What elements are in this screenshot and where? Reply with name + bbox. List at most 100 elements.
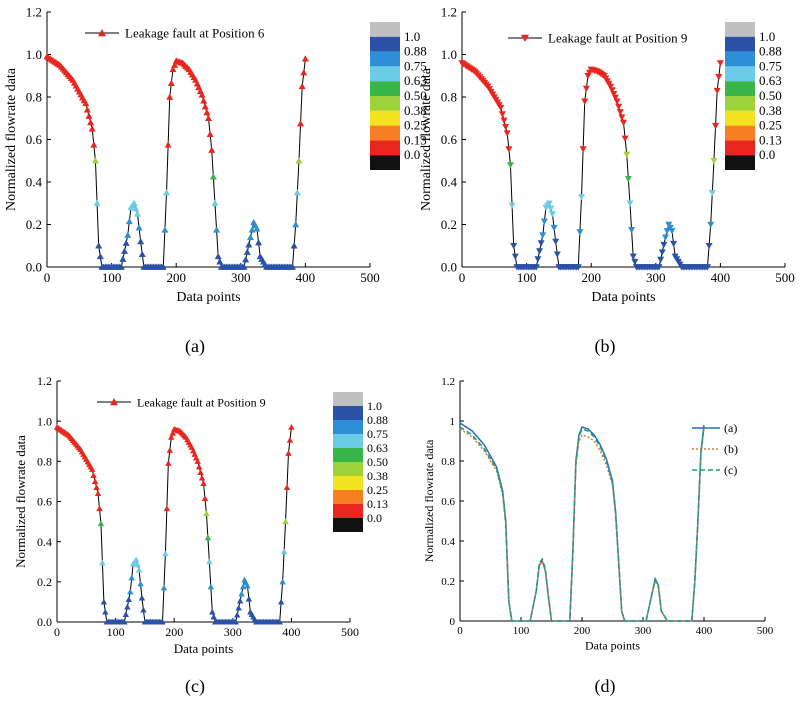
colorbar-segment xyxy=(333,462,363,476)
colorbar-tick-label: 0.38 xyxy=(759,103,782,118)
x-tick-label: 200 xyxy=(166,270,186,285)
data-point xyxy=(506,162,514,169)
colorbar-segment xyxy=(725,125,755,141)
data-point xyxy=(96,505,103,512)
data-point xyxy=(710,157,718,165)
x-tick-label: 100 xyxy=(513,625,530,637)
x-tick-label: 100 xyxy=(517,270,537,285)
data-point xyxy=(545,200,553,207)
x-axis-title: Data points xyxy=(176,290,240,305)
y-tick-label: 0.6 xyxy=(37,495,52,509)
data-point xyxy=(137,238,145,245)
series-line xyxy=(56,426,292,623)
data-point xyxy=(95,242,103,249)
data-point xyxy=(90,472,97,478)
data-point xyxy=(288,263,296,270)
colorbar-tick-label: 1.0 xyxy=(759,29,775,44)
data-point xyxy=(298,82,306,90)
data-point xyxy=(610,91,618,98)
data-point xyxy=(255,239,263,246)
x-tick-label: 400 xyxy=(711,270,731,285)
colorbar-tick-label: 0.63 xyxy=(759,73,782,88)
colorbar-segment xyxy=(333,392,363,406)
series-line xyxy=(46,56,306,268)
colorbar-segment xyxy=(333,518,363,532)
data-point xyxy=(160,584,168,591)
data-point xyxy=(166,93,174,100)
data-point xyxy=(169,430,176,436)
colorbar-segment xyxy=(333,406,363,420)
colorbar-segment xyxy=(370,36,400,52)
data-point xyxy=(613,98,621,105)
x-tick-label: 300 xyxy=(646,270,666,285)
data-point xyxy=(121,247,129,254)
data-point xyxy=(159,263,167,270)
data-point xyxy=(552,238,560,245)
data-point xyxy=(290,242,298,249)
data-point xyxy=(295,157,303,164)
y-tick-label: 1 xyxy=(450,416,456,428)
data-point xyxy=(608,87,616,94)
data-point xyxy=(661,234,669,241)
data-point xyxy=(500,117,508,124)
colorbar-segment xyxy=(370,110,400,126)
data-point xyxy=(122,239,130,246)
x-tick-label: 500 xyxy=(775,270,795,285)
y-tick-label: 1.2 xyxy=(441,5,457,20)
data-point xyxy=(198,91,206,98)
colorbar-segment xyxy=(725,66,755,82)
data-point xyxy=(117,263,125,270)
data-point xyxy=(242,256,250,263)
x-tick-label: 400 xyxy=(282,625,300,639)
data-point xyxy=(214,252,222,260)
data-point xyxy=(288,423,295,430)
data-point xyxy=(216,258,224,265)
panel-0: 0 100 200 300 400 500 0.0 0.2 0.4 0.6 0.8 1.0 1.2 Dat… xyxy=(4,5,427,357)
x-tick-label: 300 xyxy=(231,270,251,285)
data-point xyxy=(134,561,141,568)
y-tick-label: 0.0 xyxy=(441,260,457,275)
legend-marker xyxy=(98,29,106,37)
data-point xyxy=(670,240,678,248)
data-point xyxy=(712,122,720,130)
y-tick-label: 1.0 xyxy=(441,47,457,62)
colorbar-tick-label: 1.0 xyxy=(404,29,420,44)
data-point xyxy=(102,608,109,615)
data-point xyxy=(85,112,93,119)
data-point xyxy=(161,226,169,233)
legend-marker xyxy=(521,34,529,42)
data-point xyxy=(540,218,548,225)
data-point xyxy=(121,618,128,625)
data-point xyxy=(138,594,146,601)
colorbar-tick-label: 0.38 xyxy=(367,469,388,483)
colorbar-segment xyxy=(725,81,755,96)
data-point xyxy=(203,510,210,517)
y-tick-label: 0.0 xyxy=(37,615,52,629)
legend-label: (b) xyxy=(724,442,738,456)
series-line-0 xyxy=(459,422,705,622)
data-point xyxy=(574,264,582,271)
colorbar-segment xyxy=(725,36,755,52)
data-point xyxy=(233,611,241,618)
data-point xyxy=(301,55,309,62)
x-tick-label: 500 xyxy=(341,625,359,639)
data-point xyxy=(93,199,101,207)
y-axis-title: Normalized flowrate data xyxy=(419,67,434,211)
data-point xyxy=(620,119,627,126)
y-tick-label: 0.2 xyxy=(37,575,52,589)
y-tick-label: 0.4 xyxy=(26,175,43,190)
y-tick-label: 0.6 xyxy=(441,132,458,147)
data-point xyxy=(502,123,510,131)
x-axis-title: Data points xyxy=(591,290,655,305)
colorbar-tick-label: 0.0 xyxy=(367,511,382,525)
data-point xyxy=(100,598,108,605)
data-point xyxy=(194,458,201,464)
data-point xyxy=(132,205,140,212)
x-tick-label: 100 xyxy=(107,625,125,639)
data-point xyxy=(576,229,584,236)
colorbar-segment xyxy=(725,110,755,126)
data-point xyxy=(93,484,100,491)
data-point xyxy=(206,130,214,137)
data-point xyxy=(168,434,175,440)
data-point xyxy=(510,242,518,250)
